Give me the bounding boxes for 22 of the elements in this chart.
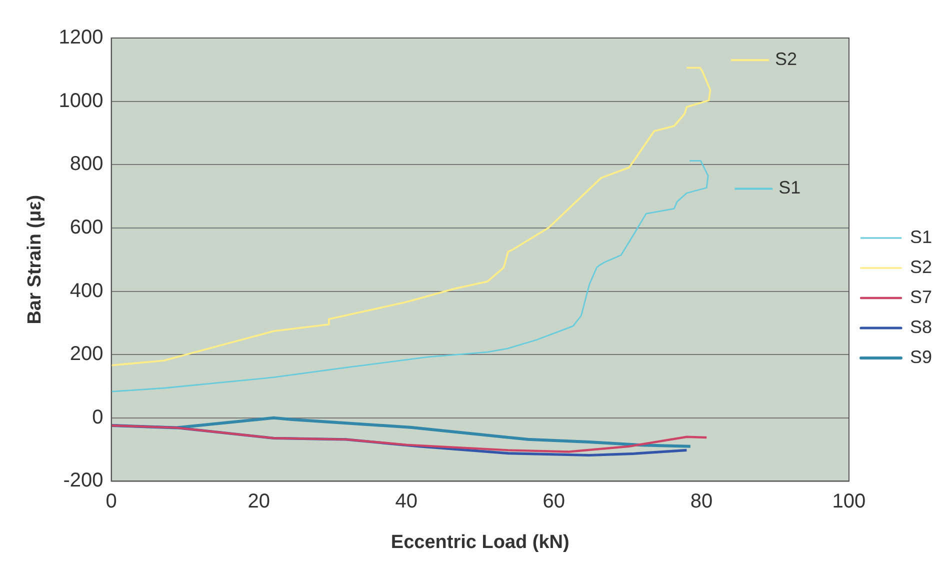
x-tick-label: 60: [542, 490, 566, 513]
x-axis-title: Eccentric Load (kN): [390, 532, 570, 553]
x-tick-label: 100: [832, 490, 866, 513]
x-tick-label: 80: [690, 490, 713, 513]
y-tick-label: 800: [70, 153, 104, 176]
x-tick-label: 40: [395, 490, 418, 513]
legend-label: S2: [910, 256, 932, 277]
y-tick-label: 0: [92, 406, 104, 428]
annotation: S1: [778, 178, 801, 198]
y-tick-label: 1200: [58, 26, 104, 49]
y-tick-label: 200: [70, 343, 104, 366]
y-tick-label: 400: [70, 280, 104, 302]
legend-label: S9: [910, 346, 932, 367]
y-tick-label: 1000: [58, 90, 104, 112]
y-axis-title: Bar Strain (με): [24, 194, 46, 324]
legend-label: S8: [910, 316, 932, 337]
legend-label: S7: [910, 286, 932, 307]
legend-label: S1: [910, 226, 932, 247]
y-tick-label: 600: [70, 216, 104, 238]
x-tick-label: 20: [248, 490, 270, 513]
y-tick-label: -200: [63, 470, 104, 492]
annotation: S2: [774, 49, 797, 70]
